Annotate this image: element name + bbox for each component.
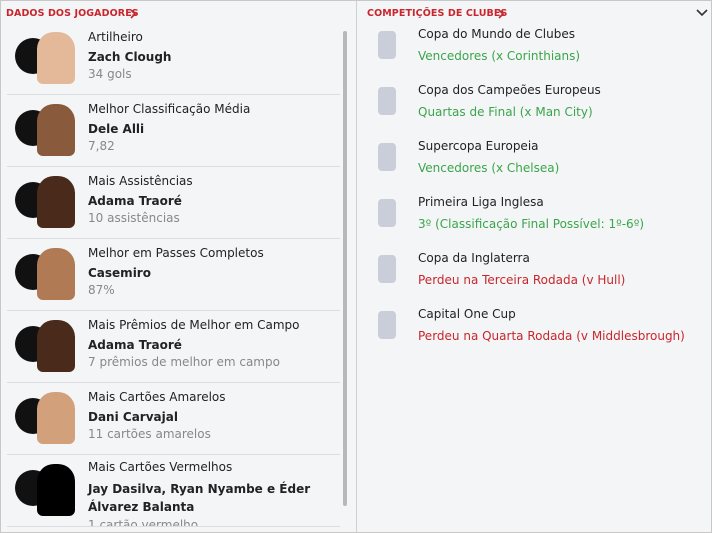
competition-result[interactable]: Vencedores (x Chelsea) xyxy=(418,161,560,175)
player-name: Jay Dasilva, Ryan Nyambe e Éder Álvarez … xyxy=(88,482,311,514)
stat-value: 7,82 xyxy=(88,139,115,153)
chevron xyxy=(130,9,137,19)
competition-result[interactable]: Vencedores (x Corinthians) xyxy=(418,49,581,63)
stat-row[interactable]: Melhor em Passes Completos Casemiro 87% xyxy=(7,239,340,311)
competition-logo xyxy=(378,87,396,115)
stat-row[interactable]: Mais Prêmios de Melhor em Campo Adama Tra… xyxy=(7,311,340,383)
stat-row[interactable]: Melhor Classificação Média Dele Alli 7,82 xyxy=(7,95,340,167)
players-panel: DADOS DOS JOGADORES Artilheiro Zach Cloug… xyxy=(1,1,357,532)
collapse[interactable] xyxy=(696,9,708,17)
stat-row[interactable]: Mais Cartões Amarelos Dani Carvajal 11 car… xyxy=(7,383,340,455)
stat-row[interactable]: Mais Assistências Adama Traoré 10 assistên… xyxy=(7,167,340,239)
player-name: Dele Alli xyxy=(88,122,145,136)
competition-name: Copa do Mundo de Clubes xyxy=(418,27,576,41)
stat-category: Mais Assistências xyxy=(88,174,193,188)
stat-row[interactable]: Artilheiro Zach Clough 34 gols xyxy=(7,23,340,95)
stat-value: 1 cartão vermelho xyxy=(88,518,199,527)
stat-category: Melhor em Passes Completos xyxy=(88,246,264,260)
player-photo xyxy=(37,32,75,84)
player-name: Zach Clough xyxy=(88,50,172,64)
stat-category: Melhor Classificação Média xyxy=(88,102,251,116)
scrollbar[interactable] xyxy=(343,31,347,506)
competition-result[interactable]: 3º (Classificação Final Possível: 1º-6º) xyxy=(418,217,645,231)
competition-result[interactable]: Perdeu na Quarta Rodada (v Middlesbrough… xyxy=(418,329,685,343)
player-photo xyxy=(37,176,75,228)
panel-header[interactable]: COMPETIÇÕES DE CLUBES xyxy=(367,8,508,19)
stat-value: 10 assistências xyxy=(88,211,180,225)
player-photo xyxy=(37,248,75,300)
stat-value: 7 prêmios de melhor em campo xyxy=(88,355,280,369)
competition-logo xyxy=(378,199,396,227)
player-photo xyxy=(37,464,75,516)
player-photo xyxy=(37,392,75,444)
competition-result[interactable]: Quartas de Final (x Man City) xyxy=(418,105,593,119)
competition-name: Copa dos Campeões Europeus xyxy=(418,83,601,97)
competition-name: Capital One Cup xyxy=(418,307,516,321)
competition-name: Copa da Inglaterra xyxy=(418,251,530,265)
competition-logo xyxy=(378,311,396,339)
player-name: Dani Carvajal xyxy=(88,410,178,424)
stat-category: Mais Prêmios de Melhor em Campo xyxy=(88,318,300,332)
stat-category: Artilheiro xyxy=(88,30,143,44)
stat-category: Mais Cartões Amarelos xyxy=(88,390,226,404)
stat-value: 11 cartões amarelos xyxy=(88,427,211,441)
competition-result[interactable]: Perdeu na Terceira Rodada (v Hull) xyxy=(418,273,626,287)
competition-name: Primeira Liga Inglesa xyxy=(418,195,544,209)
player-photo xyxy=(37,320,75,372)
competition-logo xyxy=(378,255,396,283)
stat-value: 34 gols xyxy=(88,67,132,81)
stat-row[interactable]: Mais Cartões Vermelhos Jay Dasilva, Ryan … xyxy=(7,455,340,527)
player-name: Adama Traoré xyxy=(88,338,182,352)
player-name: Casemiro xyxy=(88,266,151,280)
stat-value: 87% xyxy=(88,283,115,297)
competition-logo xyxy=(378,143,396,171)
chevron xyxy=(498,9,505,19)
player-name: Adama Traoré xyxy=(88,194,182,208)
competition-name: Supercopa Europeia xyxy=(418,139,539,153)
stat-category: Mais Cartões Vermelhos xyxy=(88,460,233,474)
competition-logo xyxy=(378,31,396,59)
panel-header[interactable]: DADOS DOS JOGADORES xyxy=(6,8,139,19)
competitions-panel: COMPETIÇÕES DE CLUBES Copa do Mundo de C… xyxy=(358,1,711,532)
player-photo xyxy=(37,104,75,156)
